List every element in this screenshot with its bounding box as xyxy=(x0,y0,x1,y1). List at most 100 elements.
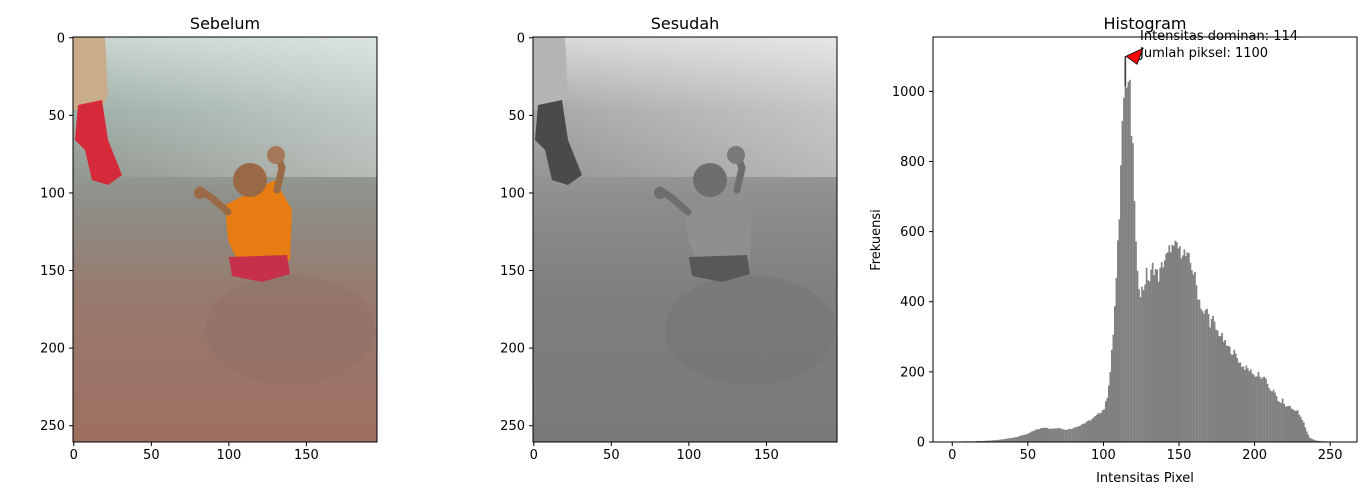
histogram-axes-frame xyxy=(932,36,1358,443)
histogram-bar xyxy=(1030,431,1033,442)
histogram-bar xyxy=(1029,432,1032,442)
histogram-bar xyxy=(1277,400,1279,442)
histogram-bar xyxy=(1169,252,1172,442)
y-tick-label: 800 xyxy=(900,155,925,170)
histogram-bar xyxy=(1124,56,1127,443)
histogram-bar xyxy=(1080,424,1083,442)
histogram-bar xyxy=(1299,416,1302,442)
histogram-bar xyxy=(1292,409,1295,442)
histogram-bar xyxy=(1136,270,1139,442)
histogram-bar xyxy=(1278,402,1281,442)
histogram-bar xyxy=(1121,120,1124,443)
histogram-bar xyxy=(1240,366,1243,442)
histogram-bar xyxy=(1257,371,1260,442)
histogram-bar xyxy=(1185,255,1187,442)
x-tick-label: 100 xyxy=(676,448,701,463)
ticks-before: 0 50 100 150 0 50 100 150 200 250 xyxy=(40,31,319,463)
histogram-bar xyxy=(1228,346,1231,442)
histogram-bar xyxy=(1313,439,1316,442)
histogram-bar xyxy=(987,440,989,442)
histogram-bar xyxy=(1065,429,1068,442)
histogram-bar xyxy=(1209,327,1211,442)
histogram-bar xyxy=(1126,87,1128,443)
x-tick-label: 0 xyxy=(948,448,956,463)
histogram-bar xyxy=(1130,135,1133,442)
histogram-bar xyxy=(1218,336,1220,442)
histogram-bar xyxy=(1301,419,1304,442)
histogram-bar xyxy=(1289,406,1292,442)
histogram-bar xyxy=(1061,429,1063,442)
histogram-bar xyxy=(1215,329,1217,442)
histogram-bar xyxy=(1201,310,1204,442)
histogram-bar xyxy=(1247,368,1249,442)
histogram-bar xyxy=(1242,366,1245,442)
histogram-bar xyxy=(1088,420,1090,442)
histogram-bar xyxy=(1129,79,1131,442)
histogram-bar xyxy=(1166,252,1169,442)
histogram-bar xyxy=(1064,429,1066,442)
histogram-bar xyxy=(1250,369,1252,442)
histogram-bar xyxy=(997,439,1000,442)
histogram-bar xyxy=(1138,289,1140,442)
histogram-bar xyxy=(1182,255,1184,442)
y-tick-label: 200 xyxy=(900,365,925,380)
histogram-bar xyxy=(1109,371,1112,442)
histogram-bar xyxy=(1203,313,1205,442)
histogram-bar xyxy=(1253,374,1255,442)
histogram-bar xyxy=(1139,297,1142,442)
histogram-bar xyxy=(1236,358,1239,442)
histogram-bar xyxy=(1082,423,1084,442)
x-tick-label: 50 xyxy=(1020,448,1037,463)
y-tick-label: 0 xyxy=(57,31,65,46)
histogram-bar xyxy=(1050,429,1053,442)
histogram-bar xyxy=(1011,437,1013,442)
histogram-bar xyxy=(1221,332,1223,442)
y-tick-label: 600 xyxy=(900,225,925,240)
histogram-bar xyxy=(976,440,979,442)
histogram-bar xyxy=(1071,428,1074,442)
y-tick-label: 0 xyxy=(517,31,525,46)
histogram-bar xyxy=(1248,371,1251,442)
y-tick-label: 0 xyxy=(917,436,925,451)
histogram-bar xyxy=(1033,430,1036,442)
histogram-bar xyxy=(1067,429,1069,442)
histogram-bar xyxy=(1254,376,1257,442)
histogram-bar xyxy=(1272,389,1275,442)
histogram-bar xyxy=(1039,428,1042,442)
histogram-bar xyxy=(1053,428,1056,442)
histogram-bar xyxy=(1162,267,1165,442)
histogram-bar xyxy=(1014,437,1016,442)
histogram-ticks: 0 50 100 150 200 250 0 200 400 600 800 1000 xyxy=(892,85,1343,463)
histogram-bar xyxy=(1274,392,1276,442)
histogram-bar xyxy=(1079,425,1081,442)
histogram-bar xyxy=(1098,413,1101,442)
histogram-bar xyxy=(1059,428,1062,442)
histogram-bar xyxy=(988,440,991,442)
panel-title-after: Sesudah xyxy=(651,14,720,33)
histogram-bar xyxy=(1260,378,1263,442)
histogram-bar xyxy=(1002,439,1004,442)
histogram-bar xyxy=(1062,429,1065,442)
histogram-bar xyxy=(1191,270,1193,442)
panel-after: Sesudah 0 50 100 150 0 50 100 150 200 250 xyxy=(500,14,838,463)
histogram-bar xyxy=(1227,345,1230,442)
histogram-bar xyxy=(1192,274,1195,442)
histogram-bar xyxy=(1312,439,1314,442)
histogram-bar xyxy=(1147,280,1149,442)
histogram-bar xyxy=(1156,269,1158,442)
histogram-bar xyxy=(1212,315,1214,442)
histogram-bar xyxy=(1237,362,1240,442)
histogram-bar xyxy=(1287,405,1290,442)
ticks-after: 0 50 100 150 0 50 100 150 200 250 xyxy=(500,31,779,463)
histogram-bar xyxy=(1286,406,1288,442)
histogram-bar xyxy=(1194,271,1196,442)
x-tick-label: 100 xyxy=(1091,448,1116,463)
histogram-bar xyxy=(1142,290,1145,442)
histogram-bar xyxy=(1026,433,1029,442)
histogram-bar xyxy=(1307,434,1310,442)
histogram-bar xyxy=(1118,219,1121,442)
histogram-bar xyxy=(1222,341,1225,442)
histogram-bar xyxy=(1015,437,1018,442)
histogram-bar xyxy=(985,440,988,442)
